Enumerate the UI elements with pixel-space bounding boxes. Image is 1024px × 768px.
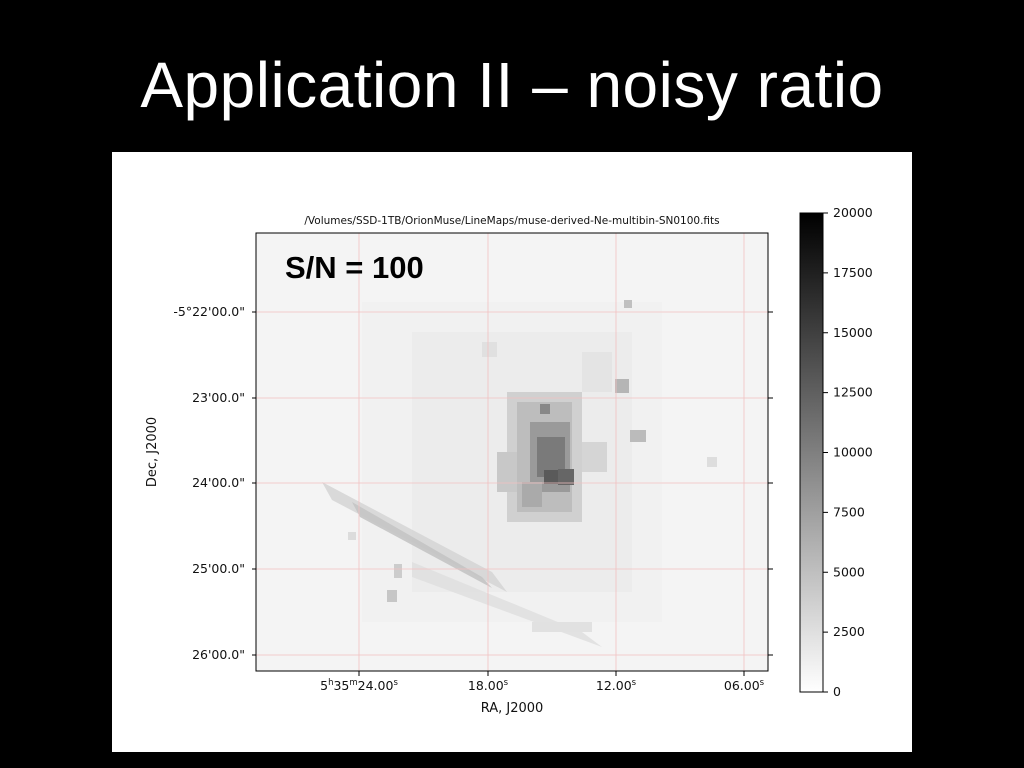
slide-title: Application II – noisy ratio: [140, 49, 884, 121]
colorbar-tick-label: 2500: [833, 624, 865, 639]
x-tick-label: 5h35m24.00s: [320, 678, 398, 693]
x-tick-label: 12.00s: [596, 678, 637, 693]
x-axis-label: RA, J2000: [481, 701, 544, 716]
y-tick-label: 26'00.0": [192, 647, 245, 662]
colorbar-tick-label: 15000: [833, 325, 873, 340]
grid-lines: [256, 233, 768, 671]
y-axis-label: Dec, J2000: [145, 417, 160, 487]
colorbar-tick-label: 10000: [833, 445, 873, 460]
x-axis-ticks: 5h35m24.00s 18.00s 12.00s 06.00s: [320, 671, 765, 693]
ratio-map-figure: 5h35m24.00s 18.00s 12.00s 06.00s -5°22'00.0…: [145, 205, 873, 716]
axes-frame: [255, 232, 769, 672]
sn-annotation: S/N = 100: [285, 250, 424, 285]
y-axis-ticks: -5°22'00.0" 23'00.0" 24'00.0" 25'00.0" 26'00…: [173, 304, 773, 662]
y-tick-label: 23'00.0": [192, 390, 245, 405]
emission-map: [256, 233, 768, 671]
colorbar-tick-label: 17500: [833, 265, 873, 280]
x-tick-label: 06.00s: [724, 678, 765, 693]
colorbar-ticks: 0 2500 5000 7500 10000 12500 15000 17500 20000: [823, 205, 873, 699]
colorbar-tick-label: 7500: [833, 504, 865, 519]
colorbar-tick-label: 12500: [833, 385, 873, 400]
plot-title: /Volumes/SSD-1TB/OrionMuse/LineMaps/muse…: [304, 215, 719, 227]
y-tick-label: 25'00.0": [192, 561, 245, 576]
x-tick-label: 18.00s: [468, 678, 509, 693]
y-tick-label: 24'00.0": [192, 475, 245, 490]
colorbar-tick-label: 0: [833, 684, 841, 699]
y-tick-label: -5°22'00.0": [173, 304, 245, 319]
colorbar-tick-label: 20000: [833, 205, 873, 220]
colorbar: [799, 212, 824, 693]
figure-panel: 5h35m24.00s 18.00s 12.00s 06.00s -5°22'00.0…: [112, 152, 912, 752]
colorbar-tick-label: 5000: [833, 564, 865, 579]
